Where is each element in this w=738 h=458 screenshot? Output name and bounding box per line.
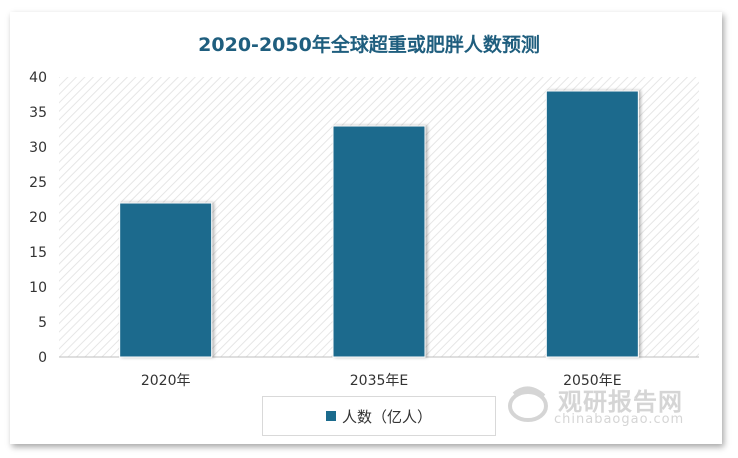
y-tick-label: 35 bbox=[29, 105, 47, 121]
watermark-logo-icon bbox=[508, 386, 548, 422]
x-tick-label: 2050年E bbox=[563, 373, 621, 389]
bar bbox=[545, 90, 639, 358]
y-tick-label: 30 bbox=[29, 140, 47, 156]
bars bbox=[119, 90, 639, 358]
x-axis: 2020年 2035年E 2050年E bbox=[141, 373, 622, 389]
watermark: 观研报告网 chinabaogao.com bbox=[506, 380, 706, 430]
bar bbox=[332, 125, 426, 358]
legend-label: 人数（亿人） bbox=[341, 407, 432, 426]
legend: 人数（亿人） bbox=[262, 396, 496, 436]
y-tick-label: 5 bbox=[38, 315, 47, 331]
x-tick-label: 2035年E bbox=[350, 373, 408, 389]
legend-swatch bbox=[325, 411, 336, 421]
y-tick-label: 25 bbox=[29, 175, 47, 191]
chart-title: 2020-2050年全球超重或肥胖人数预测 bbox=[198, 34, 540, 56]
y-axis: 0 5 10 15 20 25 30 35 40 bbox=[29, 70, 47, 366]
y-tick-label: 20 bbox=[29, 210, 47, 226]
bar bbox=[119, 202, 213, 358]
y-tick-label: 40 bbox=[29, 70, 47, 86]
x-tick-label: 2020年 bbox=[141, 373, 191, 389]
y-tick-label: 0 bbox=[38, 350, 47, 366]
y-tick-label: 15 bbox=[29, 245, 47, 261]
watermark-url: chinabaogao.com bbox=[554, 412, 685, 427]
y-tick-label: 10 bbox=[29, 280, 47, 296]
watermark-name: 观研报告网 bbox=[558, 388, 683, 416]
